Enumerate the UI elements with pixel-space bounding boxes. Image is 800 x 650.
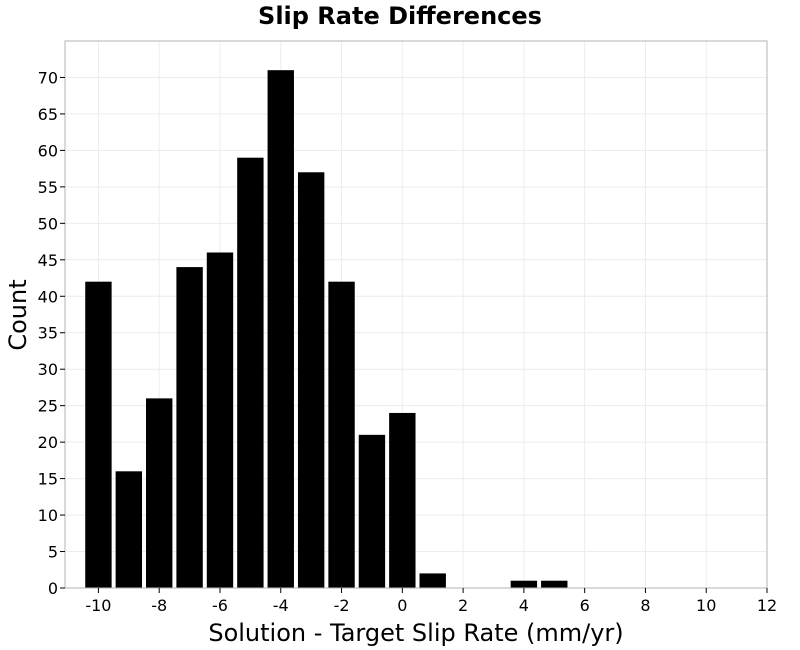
x-tick-label: 8 <box>640 596 650 615</box>
histogram-bar <box>237 157 264 588</box>
histogram-bar <box>85 281 112 588</box>
x-tick-label: -4 <box>273 596 289 615</box>
x-tick-label: 2 <box>458 596 468 615</box>
histogram-bar <box>328 281 355 588</box>
y-tick-label: 60 <box>38 141 58 160</box>
y-axis-ticks: 0 5 10 15 20 25 30 35 40 45 50 55 60 65 70 <box>38 68 65 598</box>
x-tick-label: -10 <box>85 596 111 615</box>
x-tick-label: -8 <box>151 596 167 615</box>
chart-title: Slip Rate Differences <box>258 2 542 30</box>
y-tick-label: 40 <box>38 287 58 306</box>
histogram-bar <box>146 398 173 588</box>
y-tick-label: 50 <box>38 214 58 233</box>
y-tick-label: 10 <box>38 506 58 525</box>
y-tick-label: 15 <box>38 470 58 489</box>
y-tick-label: 65 <box>38 105 58 124</box>
y-tick-label: 5 <box>48 543 58 562</box>
histogram-bar <box>176 267 203 588</box>
histogram-bar <box>541 580 568 588</box>
y-tick-label: 25 <box>38 397 58 416</box>
plot-frame <box>64 40 768 589</box>
y-tick-label: 0 <box>48 579 58 598</box>
y-tick-label: 45 <box>38 251 58 270</box>
grid <box>65 41 768 589</box>
y-axis-title: Count <box>4 279 32 350</box>
x-tick-label: -6 <box>212 596 228 615</box>
x-tick-label: 6 <box>580 596 590 615</box>
y-tick-label: 30 <box>38 360 58 379</box>
histogram-bar <box>115 471 143 588</box>
y-tick-label: 20 <box>38 433 58 452</box>
x-tick-label: 12 <box>757 596 777 615</box>
histogram-bar <box>419 573 446 588</box>
y-tick-label: 55 <box>38 178 58 197</box>
histogram-bar <box>389 412 416 588</box>
histogram-bar <box>358 434 386 588</box>
x-tick-label: 4 <box>519 596 529 615</box>
bars <box>85 70 568 589</box>
histogram-bar <box>297 172 325 588</box>
y-tick-label: 35 <box>38 324 58 343</box>
y-tick-label: 70 <box>38 68 58 87</box>
histogram-bar <box>206 252 234 589</box>
histogram-bar <box>267 70 294 588</box>
x-tick-label: -2 <box>334 596 350 615</box>
x-tick-label: 0 <box>397 596 407 615</box>
histogram-bar <box>510 580 538 588</box>
x-axis-ticks: -10 -8 -6 -4 -2 0 2 4 6 8 10 12 <box>85 588 777 615</box>
x-tick-label: 10 <box>696 596 716 615</box>
x-axis-title: Solution - Target Slip Rate (mm/yr) <box>208 619 623 647</box>
